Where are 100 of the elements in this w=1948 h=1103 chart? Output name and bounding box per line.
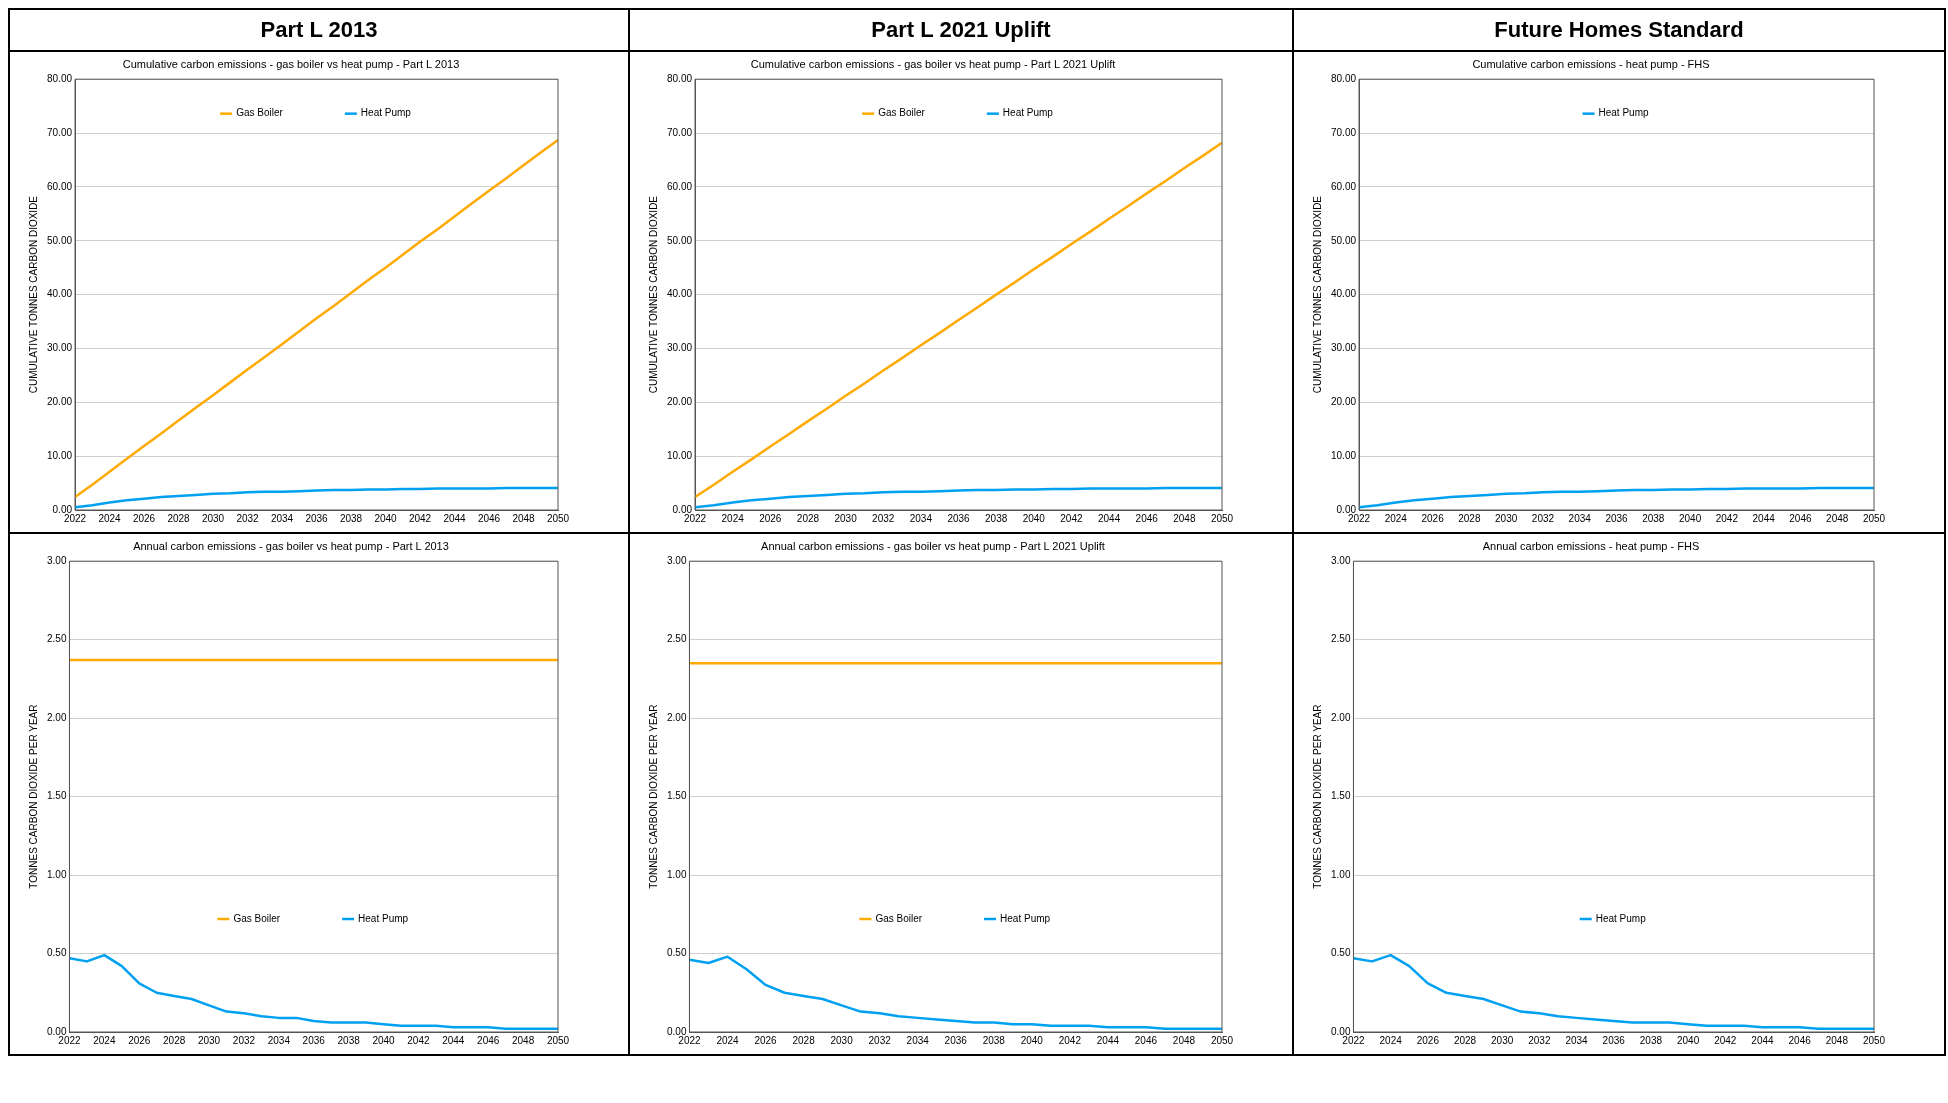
legend-label: Heat Pump	[1598, 107, 1649, 119]
y-tick-label: 60.00	[46, 180, 73, 192]
x-tick-label: 2026	[1421, 512, 1445, 524]
x-tick-label: 2024	[716, 1034, 740, 1046]
x-tick-label: 2036	[1605, 512, 1629, 524]
x-tick-label: 2044	[1752, 512, 1776, 524]
x-tick-label: 2048	[512, 512, 536, 524]
y-tick-label: 30.00	[666, 342, 693, 354]
y-tick-label: 2.50	[46, 633, 67, 645]
legend-label: Gas Boiler	[233, 912, 281, 924]
x-tick-label: 2032	[872, 512, 895, 524]
x-tick-label: 2032	[232, 1034, 256, 1046]
x-tick-label: 2050	[546, 512, 570, 524]
x-tick-label: 2046	[477, 512, 501, 524]
x-tick-label: 2036	[305, 512, 329, 524]
x-tick-label: 2038	[337, 1034, 361, 1046]
x-tick-label: 2046	[1789, 512, 1812, 524]
x-tick-label: 2036	[947, 512, 971, 524]
y-tick-label: 0.00	[46, 1025, 67, 1037]
y-tick-label: 80.00	[46, 72, 73, 84]
x-tick-label: 2044	[1096, 1034, 1120, 1046]
x-tick-label: 2024	[1379, 1034, 1403, 1046]
y-tick-label: 0.00	[1336, 503, 1357, 515]
x-tick-label: 2046	[1135, 512, 1159, 524]
y-tick-label: 2.00	[1330, 711, 1351, 723]
legend-label: Gas Boiler	[236, 107, 284, 119]
x-tick-label: 2028	[163, 1034, 186, 1046]
x-tick-label: 2022	[63, 512, 87, 524]
x-tick-label: 2036	[1602, 1034, 1626, 1046]
x-tick-label: 2042	[1715, 512, 1739, 524]
y-tick-label: 0.00	[52, 503, 73, 515]
y-tick-label: 40.00	[46, 288, 73, 300]
x-tick-label: 2044	[1751, 1034, 1775, 1046]
y-axis-title: TONNES CARBON DIOXIDE PER YEAR	[27, 704, 39, 889]
y-tick-label: 70.00	[666, 126, 693, 138]
legend-label: Gas Boiler	[878, 107, 926, 119]
y-tick-label: 60.00	[666, 180, 693, 192]
chart-title: Cumulative carbon emissions - heat pump - FHS	[1472, 57, 1710, 70]
y-tick-label: 60.00	[1330, 180, 1357, 192]
legend-label: Heat Pump	[358, 912, 409, 924]
y-tick-label: 2.50	[666, 633, 687, 645]
chart-title: Annual carbon emissions - gas boiler vs heat pump - Part L 2013	[133, 539, 449, 552]
y-tick-label: 50.00	[46, 234, 73, 246]
x-tick-label: 2034	[1568, 512, 1592, 524]
x-tick-label: 2038	[1642, 512, 1665, 524]
y-axis-title: TONNES CARBON DIOXIDE PER YEAR	[647, 704, 659, 889]
x-tick-label: 2034	[1565, 1034, 1589, 1046]
x-tick-label: 2028	[1458, 512, 1481, 524]
y-tick-label: 50.00	[666, 234, 693, 246]
x-tick-label: 2036	[302, 1034, 326, 1046]
x-tick-label: 2026	[1416, 1034, 1440, 1046]
x-tick-label: 2040	[1678, 512, 1702, 524]
x-tick-label: 2028	[796, 512, 820, 524]
x-tick-label: 2026	[754, 1034, 778, 1046]
x-tick-label: 2022	[683, 512, 707, 524]
x-tick-label: 2046	[1788, 1034, 1812, 1046]
legend-label: Gas Boiler	[875, 912, 923, 924]
x-tick-label: 2048	[1826, 512, 1849, 524]
y-tick-label: 10.00	[46, 449, 73, 461]
y-tick-label: 0.50	[666, 947, 687, 959]
x-tick-label: 2032	[236, 512, 260, 524]
x-tick-label: 2022	[1342, 1034, 1366, 1046]
y-axis-title: CUMULATIVE TONNES CARBON DIOXIDE	[1311, 195, 1323, 394]
x-tick-label: 2038	[985, 512, 1008, 524]
y-tick-label: 70.00	[46, 126, 73, 138]
x-tick-label: 2050	[546, 1034, 570, 1046]
x-tick-label: 2034	[267, 1034, 291, 1046]
x-tick-label: 2050	[1210, 1034, 1234, 1046]
y-tick-label: 80.00	[1330, 72, 1357, 84]
chart-title: Cumulative carbon emissions - gas boiler vs heat pump - Part L 2013	[122, 57, 460, 70]
chart-subtitle: Part L 2013	[10, 10, 628, 52]
x-tick-label: 2022	[58, 1034, 82, 1046]
x-tick-label: 2044	[1097, 512, 1121, 524]
x-tick-label: 2026	[759, 512, 782, 524]
x-tick-label: 2048	[1172, 1034, 1196, 1046]
x-tick-label: 2026	[132, 512, 156, 524]
x-tick-label: 2034	[909, 512, 933, 524]
chart-title: Cumulative carbon emissions - gas boiler vs heat pump - Part L 2021 Uplift	[750, 57, 1116, 70]
x-tick-label: 2040	[372, 1034, 396, 1046]
y-tick-label: 3.00	[666, 554, 687, 566]
x-tick-label: 2046	[477, 1034, 500, 1046]
x-tick-label: 2024	[1384, 512, 1408, 524]
legend-label: Heat Pump	[1595, 912, 1647, 924]
x-tick-label: 2046	[1134, 1034, 1158, 1046]
x-tick-label: 2050	[1210, 512, 1234, 524]
x-tick-label: 2024	[721, 512, 745, 524]
x-tick-label: 2022	[678, 1034, 702, 1046]
chart-subtitle: Future Homes Standard	[1294, 10, 1944, 52]
x-tick-label: 2048	[511, 1034, 535, 1046]
y-tick-label: 40.00	[666, 288, 693, 300]
y-tick-label: 30.00	[46, 342, 73, 354]
x-tick-label: 2034	[906, 1034, 930, 1046]
y-tick-label: 0.50	[46, 947, 67, 959]
x-tick-label: 2048	[1173, 512, 1196, 524]
x-tick-label: 2030	[197, 1034, 221, 1046]
x-tick-label: 2030	[830, 1034, 854, 1046]
x-tick-label: 2040	[1022, 512, 1046, 524]
y-tick-label: 0.50	[1330, 947, 1351, 959]
x-tick-label: 2042	[1714, 1034, 1737, 1046]
x-tick-label: 2032	[1528, 1034, 1551, 1046]
